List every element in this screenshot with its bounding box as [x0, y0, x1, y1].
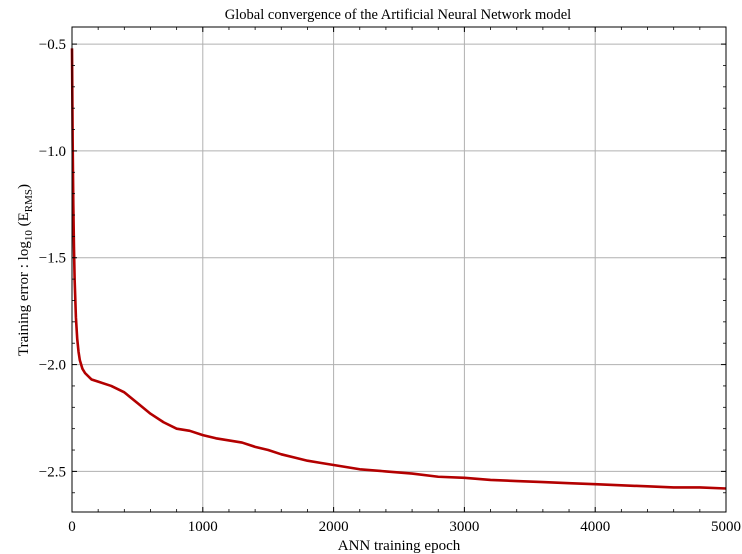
x-tick-label: 5000: [711, 519, 741, 535]
series-layer: [70, 48, 727, 490]
x-tick-label: 3000: [449, 519, 479, 535]
series-line: [70, 48, 727, 490]
y-axis-title: Training error : log10 (ERMS): [16, 184, 35, 356]
chart-title: Global convergence of the Artificial Neu…: [225, 7, 571, 23]
y-tick-label: −2.0: [39, 358, 66, 374]
plot-frame: [71, 26, 727, 513]
x-tick-label: 4000: [580, 519, 610, 535]
x-tick-label: 2000: [319, 519, 349, 535]
y-tick-label: −0.5: [39, 37, 66, 53]
y-tick-label: −1.0: [39, 144, 66, 160]
grid: [71, 27, 727, 512]
y-tick-label: −1.5: [39, 251, 66, 267]
y-tick-label: −2.5: [39, 464, 66, 480]
x-axis-title: ANN training epoch: [338, 538, 461, 554]
x-tick-label: 0: [68, 519, 76, 535]
x-tick-label: 1000: [188, 519, 218, 535]
ticks: 0 1000 2000 3000 4000 5000 −0.5 −1.0 −1.5 −2.0 −2.…: [39, 27, 741, 535]
